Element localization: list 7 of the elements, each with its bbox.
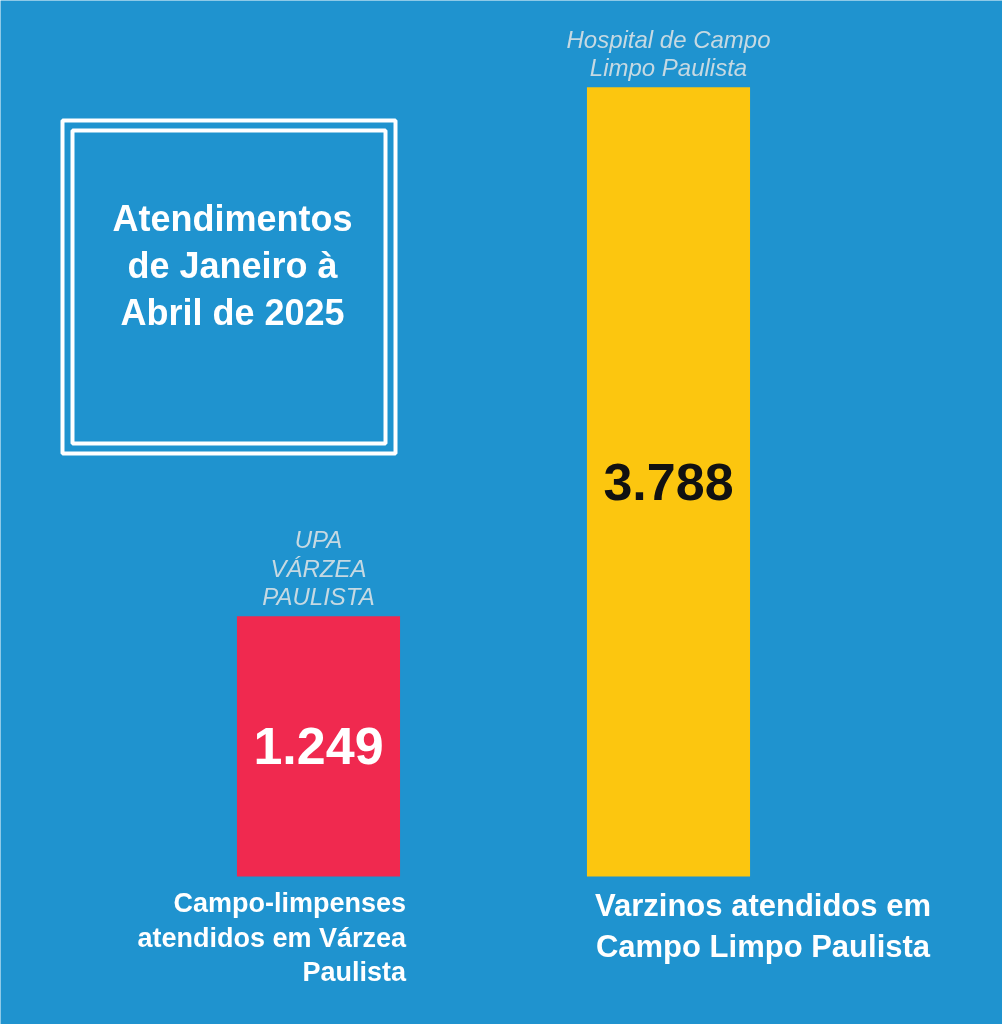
x-tick-label: Campo-limpenses atendidos em Várzea Paulista — [137, 888, 407, 988]
text: Atendimentos de Janeiro à Abril de 2025 — [112, 197, 353, 334]
x-tick-label: Varzinos atendidos em Campo Limpo Paulista — [595, 888, 931, 964]
annotation: UPA VÁRZEA PAULISTA — [262, 526, 375, 610]
data-label: 3.788 — [603, 452, 734, 511]
text: Hospital de Campo Limpo Paulista — [566, 25, 771, 81]
data-label: 1.249 — [253, 717, 384, 776]
